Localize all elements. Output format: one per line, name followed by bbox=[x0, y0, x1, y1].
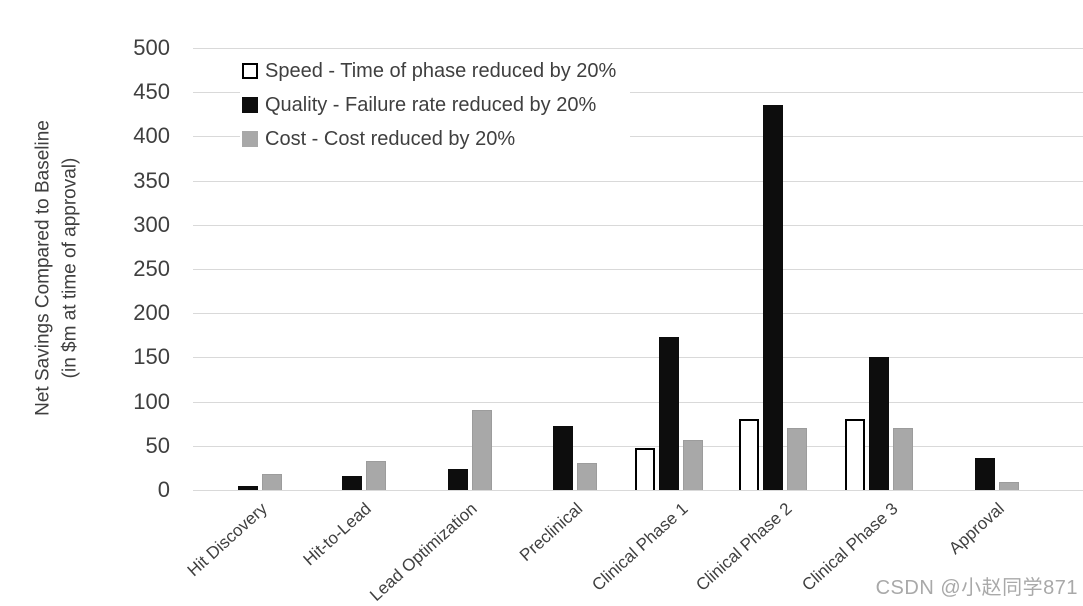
x-tick-label-clinical-phase-1: Clinical Phase 1 bbox=[588, 499, 692, 595]
gridline-350 bbox=[193, 180, 1083, 182]
y-tick-label-350: 350 bbox=[133, 167, 170, 193]
bar-cost-4 bbox=[577, 463, 597, 490]
y-tick-label-400: 400 bbox=[133, 123, 170, 149]
bar-cost-2 bbox=[366, 460, 386, 490]
y-axis-title-line1: Net Savings Compared to Baseline bbox=[32, 120, 54, 416]
bar-quality-3 bbox=[448, 468, 468, 490]
gridline-500 bbox=[193, 48, 1083, 49]
x-tick-label-hit-to-lead: Hit-to-Lead bbox=[299, 499, 375, 570]
bar-cost-5 bbox=[683, 439, 703, 490]
gridline-0 bbox=[193, 490, 1083, 491]
gridline-300 bbox=[193, 224, 1083, 226]
watermark-text: CSDN @小赵同学871 bbox=[875, 577, 1078, 599]
legend-label-cost: Cost - Cost reduced by 20% bbox=[265, 127, 516, 150]
bar-speed-6 bbox=[739, 419, 759, 490]
bar-group-approval bbox=[950, 458, 1020, 490]
y-tick-label-200: 200 bbox=[133, 300, 170, 326]
bar-group-clinical-phase-1 bbox=[634, 337, 704, 490]
y-tick-label-500: 500 bbox=[133, 35, 170, 60]
gridline-150 bbox=[193, 357, 1083, 359]
y-tick-label-150: 150 bbox=[133, 344, 170, 370]
bar-quality-1 bbox=[238, 485, 258, 490]
bar-cost-1 bbox=[262, 474, 282, 490]
bar-quality-7 bbox=[869, 357, 889, 490]
y-tick-label-250: 250 bbox=[133, 256, 170, 281]
legend-item-speed: Speed - Time of phase reduced by 20% bbox=[242, 54, 616, 88]
y-tick-label-100: 100 bbox=[133, 388, 170, 414]
x-tick-label-lead-optimization: Lead Optimization bbox=[366, 499, 481, 605]
gridline-450 bbox=[193, 92, 1083, 94]
legend-swatch-cost-icon bbox=[242, 131, 258, 147]
bar-quality-8 bbox=[975, 458, 995, 490]
bar-cost-8 bbox=[999, 482, 1019, 490]
bar-cost-7 bbox=[893, 428, 913, 490]
bar-quality-6 bbox=[763, 105, 783, 490]
bar-speed-5 bbox=[635, 447, 655, 490]
bar-cost-6 bbox=[787, 428, 807, 490]
x-tick-label-preclinical: Preclinical bbox=[515, 499, 586, 565]
legend-label-speed: Speed - Time of phase reduced by 20% bbox=[265, 59, 617, 82]
gridline-50 bbox=[193, 445, 1083, 447]
gridline-400 bbox=[193, 136, 1083, 138]
x-tick-label-approval: Approval bbox=[945, 499, 1008, 559]
legend-swatch-speed-icon bbox=[242, 63, 258, 79]
bar-quality-2 bbox=[342, 475, 362, 490]
legend: Speed - Time of phase reduced by 20% Qual… bbox=[240, 52, 631, 160]
gridline-250 bbox=[193, 269, 1083, 270]
bar-group-hit-to-lead bbox=[317, 460, 387, 490]
y-tick-label-450: 450 bbox=[133, 79, 170, 105]
x-tick-label-clinical-phase-2: Clinical Phase 2 bbox=[692, 499, 796, 595]
bar-quality-4 bbox=[553, 426, 573, 490]
bar-group-lead-optimization bbox=[423, 410, 493, 490]
bar-cost-3 bbox=[472, 410, 492, 490]
bar-group-clinical-phase-3 bbox=[844, 357, 914, 490]
gridline-100 bbox=[193, 401, 1083, 403]
gridline-200 bbox=[193, 313, 1083, 315]
bar-quality-5 bbox=[659, 337, 679, 490]
x-tick-label-hit-discovery: Hit Discovery bbox=[183, 499, 271, 581]
bar-group-preclinical bbox=[528, 426, 598, 490]
y-tick-label-300: 300 bbox=[133, 211, 170, 237]
legend-item-cost: Cost - Cost reduced by 20% bbox=[242, 122, 616, 156]
legend-swatch-quality-icon bbox=[242, 97, 258, 113]
bar-group-hit-discovery bbox=[213, 474, 283, 490]
y-tick-label-50: 50 bbox=[145, 432, 170, 458]
bar-group-clinical-phase-2 bbox=[738, 105, 808, 490]
legend-item-quality: Quality - Failure rate reduced by 20% bbox=[242, 88, 616, 122]
y-tick-label-0: 0 bbox=[157, 477, 170, 502]
bar-speed-7 bbox=[845, 419, 865, 490]
plot-area bbox=[193, 48, 1083, 491]
legend-label-quality: Quality - Failure rate reduced by 20% bbox=[265, 93, 597, 116]
